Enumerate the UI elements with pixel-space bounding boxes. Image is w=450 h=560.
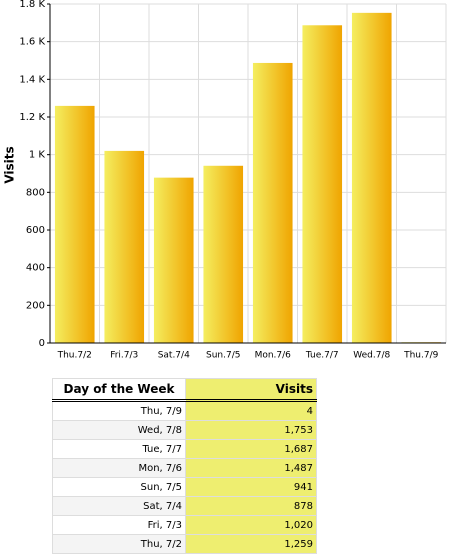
table-cell: 941: [185, 477, 317, 497]
table-row: Sun, 7/5 941: [52, 477, 317, 497]
y-tick-label: 200: [26, 300, 45, 311]
y-tick-label: 400: [26, 263, 45, 274]
x-tick-label: Sat.7/4: [158, 351, 190, 361]
table-row: Mon, 7/6 1,487: [52, 458, 317, 478]
table-row: Fri, 7/3 1,020: [52, 515, 317, 535]
table-row: Sat, 7/4 878: [52, 496, 317, 516]
table-row: Thu, 7/9 4: [52, 400, 317, 421]
y-axis-label: Visits: [3, 146, 17, 183]
column-header: Day of the Week: [52, 378, 186, 402]
table-row: Wed, 7/8 1,753: [52, 420, 317, 440]
bar: [54, 105, 95, 343]
y-tick-label: 800: [26, 187, 45, 198]
y-tick-label: 0: [39, 338, 45, 349]
x-tick-label: Mon.7/6: [255, 351, 292, 361]
y-tick-label: 1.2 K: [19, 112, 45, 123]
table-cell: Wed, 7/8: [52, 420, 186, 440]
table-cell: 4: [185, 400, 317, 421]
x-tick-label: Thu.7/2: [57, 351, 92, 361]
table-cell: 1,687: [185, 439, 317, 459]
y-tick-label: 1.8 K: [19, 0, 45, 10]
table-cell: 1,487: [185, 458, 317, 478]
column-header: Visits: [185, 378, 317, 402]
bar: [104, 150, 145, 343]
x-tick-label: Fri.7/3: [110, 351, 138, 361]
table-cell: Tue, 7/7: [52, 439, 186, 459]
y-tick-label: 1.4 K: [19, 74, 45, 85]
table-cell: Sun, 7/5: [52, 477, 186, 497]
table-cell: Thu, 7/9: [52, 400, 186, 421]
data-table: Day of the Week Visits Thu, 7/9 4 Wed, 7/8 1,…: [52, 378, 317, 554]
y-tick-label: 600: [26, 225, 45, 236]
table-cell: Fri, 7/3: [52, 515, 186, 535]
x-tick-label: Sun.7/5: [206, 351, 240, 361]
table-row: Tue, 7/7 1,687: [52, 439, 317, 459]
bar: [351, 12, 392, 344]
table-cell: Sat, 7/4: [52, 496, 186, 516]
table-cell: 878: [185, 496, 317, 516]
bar: [203, 165, 244, 343]
bar: [252, 62, 293, 343]
table-cell: 1,259: [185, 534, 317, 554]
x-tick-label: Tue.7/7: [305, 351, 339, 361]
x-tick-label: Wed.7/8: [353, 351, 390, 361]
y-tick-label: 1.6 K: [19, 37, 45, 48]
x-tick-label: Thu.7/9: [403, 351, 439, 361]
table-cell: Mon, 7/6: [52, 458, 186, 478]
chart: Visits 0 200 400 600 800 1 K 1.2 K 1.4 K 1.6 K 1.…: [3, 0, 447, 361]
bar: [302, 25, 343, 343]
header-row: Day of the Week Visits: [52, 378, 317, 402]
table-cell: 1,753: [185, 420, 317, 440]
table-row: Thu, 7/2 1,259: [52, 534, 317, 554]
table-cell: Thu, 7/2: [52, 534, 186, 554]
bar: [153, 177, 194, 343]
y-tick-label: 1 K: [29, 150, 46, 161]
table-cell: 1,020: [185, 515, 317, 535]
